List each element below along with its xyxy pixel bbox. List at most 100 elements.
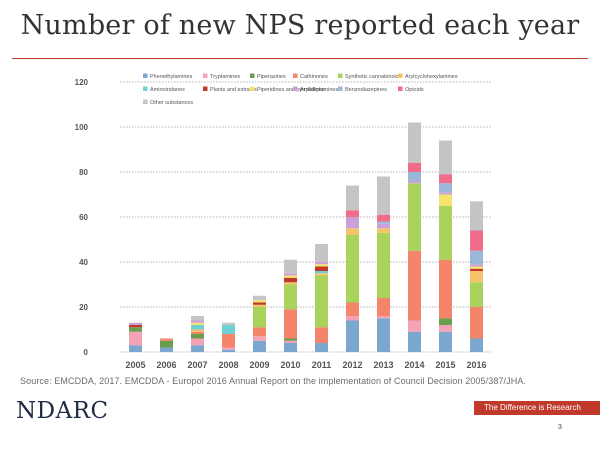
bar-segment-cathinones bbox=[470, 307, 483, 339]
legend-swatch bbox=[293, 73, 298, 78]
bar-segment-tryptamines bbox=[253, 336, 266, 341]
legend-swatch bbox=[203, 86, 208, 91]
legend-label: Piperidines and pyrrolidines bbox=[257, 87, 325, 93]
bar-segment-tryptamines bbox=[439, 325, 452, 332]
x-tick-label: 2012 bbox=[342, 360, 362, 370]
legend-label: Other substances bbox=[150, 100, 193, 106]
source-citation: Source: EMCDDA, 2017. EMCDDA - Europol 2… bbox=[20, 376, 527, 386]
bar-segment-opioids bbox=[346, 210, 359, 217]
bar-segment-phenethylamines bbox=[160, 347, 173, 352]
legend-swatch bbox=[398, 73, 403, 78]
bar-segment-cathinones bbox=[191, 331, 204, 334]
bar-segment-benzodiazepines bbox=[408, 172, 421, 181]
bar-segment-arylcyclohexylamines bbox=[315, 273, 328, 276]
x-axis-tick-labels: 2005 2006 2007 2008 2009 2010 2011 2012 2013 2014… bbox=[125, 360, 486, 370]
bar-segment-piperazines bbox=[129, 327, 142, 332]
x-tick-label: 2006 bbox=[156, 360, 176, 370]
legend-swatch bbox=[338, 86, 343, 91]
bar-segment-plants-and-extracts bbox=[253, 302, 266, 305]
bar-segment-cathinones bbox=[346, 302, 359, 316]
bar-segment-synthetic-cannabinoids bbox=[408, 183, 421, 251]
legend-label: Phenethylamines bbox=[150, 74, 192, 80]
bar-segment-cathinones bbox=[253, 327, 266, 337]
x-tick-label: 2011 bbox=[312, 360, 332, 370]
legend-swatch bbox=[143, 86, 148, 91]
bar-segment-tryptamines bbox=[346, 316, 359, 321]
bar-segment-plants-and-extracts bbox=[470, 268, 483, 271]
bar-segment-phenethylamines bbox=[439, 331, 452, 352]
x-tick-label: 2010 bbox=[280, 360, 300, 370]
bar-segment-synthetic-cannabinoids bbox=[315, 275, 328, 328]
legend-label: Tryptamines bbox=[210, 74, 240, 80]
bar-segment-tryptamines bbox=[408, 320, 421, 332]
page-number: 3 bbox=[558, 424, 562, 431]
bar-segment-arylcyclohexylamines bbox=[377, 228, 390, 233]
legend-swatch bbox=[293, 86, 298, 91]
bar-segment-piperazines bbox=[191, 334, 204, 339]
chart-gridlines bbox=[120, 81, 492, 353]
bar-segment-benzodiazepines bbox=[377, 221, 390, 224]
bar-segment-phenethylamines bbox=[129, 345, 142, 352]
bar-segment-cathinones bbox=[284, 309, 297, 339]
bar-segment-arylalkylamines bbox=[377, 223, 390, 229]
bar-segment-arylalkylamines bbox=[284, 273, 297, 276]
y-tick-label: 60 bbox=[79, 213, 88, 222]
bar-segment-plants-and-extracts bbox=[129, 325, 142, 328]
x-tick-label: 2016 bbox=[466, 360, 486, 370]
bar-segment-benzodiazepines bbox=[439, 183, 452, 193]
bar-segment-piperidines-and-pyrrolidines bbox=[253, 300, 266, 303]
bar-segment-arylalkylamines bbox=[346, 217, 359, 229]
x-tick-label: 2005 bbox=[125, 360, 145, 370]
bar-segment-arylcyclohexylamines bbox=[191, 329, 204, 332]
legend-label: Arylalkylamines bbox=[300, 87, 338, 93]
bar-segment-other-substances bbox=[377, 176, 390, 215]
bar-segment-piperidines-and-pyrrolidines bbox=[439, 194, 452, 206]
bar-segment-benzodiazepines bbox=[470, 250, 483, 265]
bar-segment-piperidines-and-pyrrolidines bbox=[284, 275, 297, 278]
bar-segment-synthetic-cannabinoids bbox=[439, 205, 452, 260]
legend-swatch bbox=[143, 99, 148, 104]
bar-segment-piperazines bbox=[439, 318, 452, 325]
bar-segment-phenethylamines bbox=[191, 345, 204, 352]
bar-segment-phenethylamines bbox=[346, 320, 359, 352]
bar-segment-aminoindanes bbox=[315, 271, 328, 274]
bar-segment-arylalkylamines bbox=[191, 320, 204, 323]
y-tick-label: 40 bbox=[79, 258, 88, 267]
bar-segment-opioids bbox=[377, 214, 390, 222]
y-tick-label: 20 bbox=[79, 303, 88, 312]
bar-segment-arylalkylamines bbox=[408, 181, 421, 184]
bar-segment-arylalkylamines bbox=[315, 262, 328, 265]
legend-swatch bbox=[143, 73, 148, 78]
bar-segment-piperidines-and-pyrrolidines bbox=[470, 266, 483, 269]
bar-segment-aminoindanes bbox=[191, 325, 204, 330]
bar-segment-cathinones bbox=[160, 338, 173, 341]
y-axis-tick-labels: 0 20 40 60 80 100 120 bbox=[75, 78, 89, 357]
bar-segment-phenethylamines bbox=[408, 331, 421, 352]
stacked-bar-chart: Phenethylamines Tryptamines Piperazines Cat… bbox=[75, 73, 492, 370]
bar-segment-arylcyclohexylamines bbox=[284, 282, 297, 285]
bar-segment-tryptamines bbox=[284, 340, 297, 343]
bar-segment-synthetic-cannabinoids bbox=[377, 232, 390, 298]
bar-segment-piperidines-and-pyrrolidines bbox=[315, 264, 328, 267]
legend-swatch bbox=[250, 73, 255, 78]
bar-segment-synthetic-cannabinoids bbox=[470, 282, 483, 307]
legend-swatch bbox=[398, 86, 403, 91]
bar-segment-synthetic-cannabinoids bbox=[284, 284, 297, 310]
bar-segment-arylcyclohexylamines bbox=[253, 304, 266, 307]
bar-segment-arylcyclohexylamines bbox=[346, 228, 359, 235]
legend-label: Plants and extracts bbox=[210, 87, 257, 93]
bar-segment-phenethylamines bbox=[253, 340, 266, 352]
bar-segment-tryptamines bbox=[129, 331, 142, 346]
bar-segment-cathinones bbox=[222, 334, 235, 348]
y-tick-label: 120 bbox=[75, 78, 89, 87]
legend-label: Benzodiazepines bbox=[345, 87, 387, 93]
bar-segment-tryptamines bbox=[191, 338, 204, 346]
bar-segment-cathinones bbox=[408, 250, 421, 321]
x-tick-label: 2013 bbox=[373, 360, 393, 370]
bar-segment-opioids bbox=[470, 230, 483, 251]
bar-segment-tryptamines bbox=[222, 347, 235, 350]
bar-segment-other-substances bbox=[222, 322, 235, 325]
bar-segment-piperazines bbox=[284, 338, 297, 341]
bar-segment-phenethylamines bbox=[377, 318, 390, 352]
bar-segment-aminoindanes bbox=[222, 325, 235, 334]
